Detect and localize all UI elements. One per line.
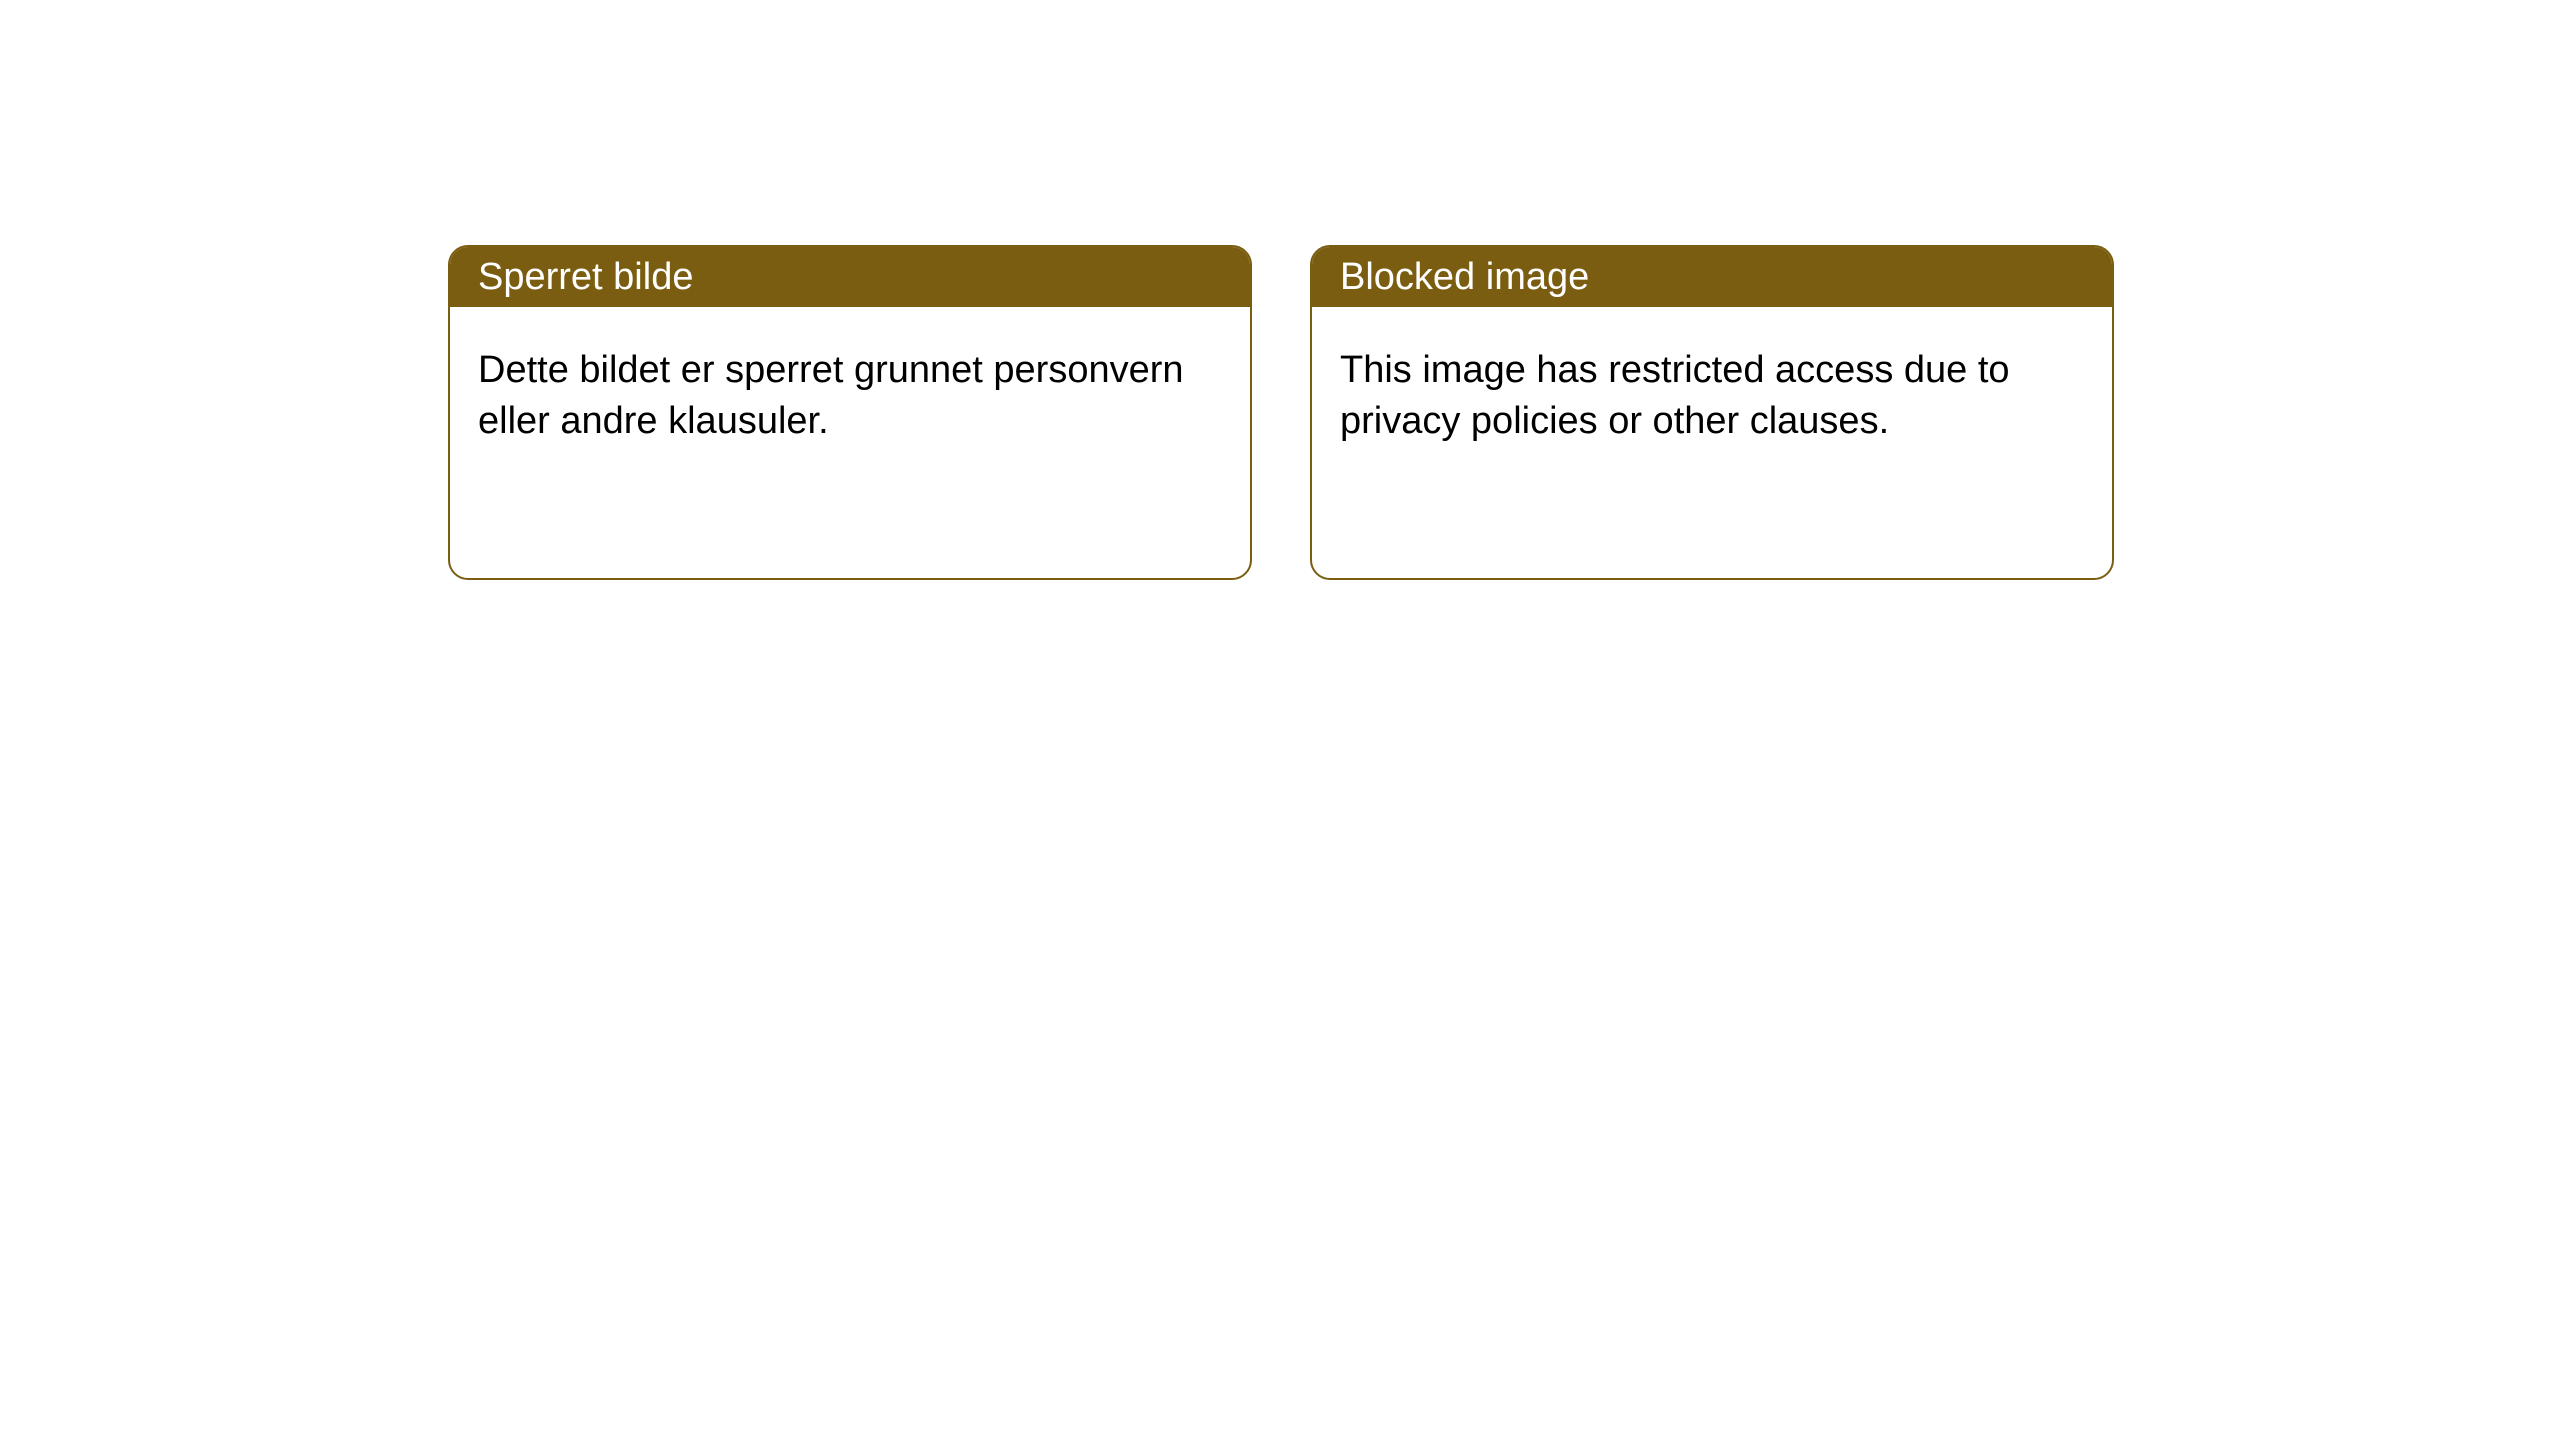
card-body-text: This image has restricted access due to … <box>1340 349 2010 442</box>
notice-card-english: Blocked image This image has restricted … <box>1310 245 2114 580</box>
card-title: Blocked image <box>1340 256 1589 299</box>
card-body-text: Dette bildet er sperret grunnet personve… <box>478 349 1184 442</box>
card-title: Sperret bilde <box>478 256 693 299</box>
notice-container: Sperret bilde Dette bildet er sperret gr… <box>0 0 2560 580</box>
card-header: Blocked image <box>1312 247 2112 307</box>
notice-card-norwegian: Sperret bilde Dette bildet er sperret gr… <box>448 245 1252 580</box>
card-body: Dette bildet er sperret grunnet personve… <box>450 307 1250 486</box>
card-header: Sperret bilde <box>450 247 1250 307</box>
card-body: This image has restricted access due to … <box>1312 307 2112 486</box>
